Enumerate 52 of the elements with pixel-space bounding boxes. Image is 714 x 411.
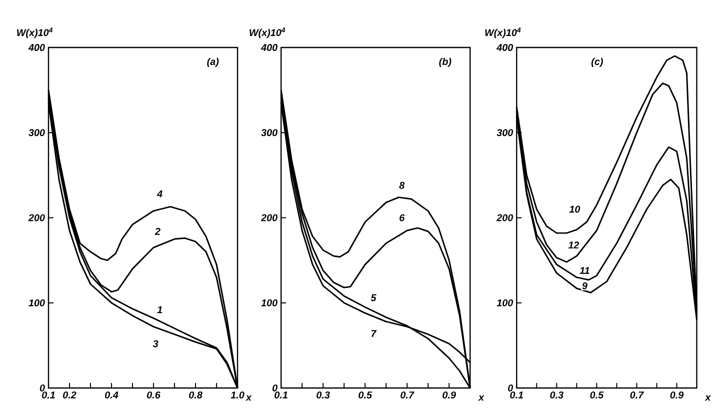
y-axis-title: W(x)10$^{4}$ [17, 28, 53, 38]
y-tick-label: 100 [261, 299, 278, 306]
x-tick-label: 0.8 [189, 392, 202, 399]
y-tick-label: 300 [496, 129, 514, 136]
x-tick-label: 0.3 [550, 392, 564, 399]
x-tick-label: 0.9 [442, 392, 456, 399]
y-axis-title: W(x)10$^{4}$ [250, 28, 286, 38]
y-tick-label: 400 [496, 44, 514, 52]
annotation: 6 [400, 214, 405, 222]
x-tick-label: 0.1 [274, 392, 288, 399]
annotation: 8 [399, 182, 405, 190]
x-tick-label: 0.5 [590, 392, 604, 399]
x-axis-title: x [246, 396, 252, 401]
x-tick-label: 0.3 [316, 392, 330, 399]
text: (b) [439, 58, 452, 68]
x-tick-label: 0.9 [670, 392, 684, 399]
y-tick-label: 400 [260, 44, 278, 52]
y-tick-label: 100 [28, 299, 45, 306]
x-axis-title: x [704, 396, 712, 401]
y-tick-label: 200 [496, 214, 514, 222]
x-tick-label: 0.6 [147, 392, 160, 399]
annotation: 10 [569, 206, 580, 213]
y-tick-label: 400 [28, 44, 45, 52]
annotation: 9 [582, 282, 588, 290]
annotation: 7 [371, 330, 377, 338]
y-tick-label: 200 [260, 214, 278, 222]
x-tick-label: 0.1 [510, 392, 523, 399]
text: (c) [591, 58, 603, 68]
annotation: 11 [580, 267, 590, 274]
text: (a) [207, 58, 219, 68]
y-tick-label: 0 [272, 384, 278, 392]
x-axis-title: x [478, 396, 484, 401]
x-tick-label: 0.4 [105, 392, 118, 399]
x-tick-label: 0.2 [63, 392, 76, 399]
annotation: 3 [152, 340, 158, 348]
x-tick-label: 0.7 [630, 392, 644, 399]
x-tick-label: 1.0 [230, 392, 244, 399]
annotation: 12 [568, 242, 580, 249]
annotation: 1 [157, 306, 162, 314]
x-tick-label: 0.5 [358, 392, 372, 399]
y-tick-label: 0 [508, 384, 514, 392]
annotation: 4 [156, 190, 162, 198]
y-tick-label: 100 [496, 299, 514, 306]
y-tick-label: 300 [28, 129, 45, 136]
y-axis-title: W(x)10$^{4}$ [485, 28, 521, 38]
annotation: 2 [154, 228, 160, 235]
x-tick-label: 0.7 [400, 392, 414, 399]
y-tick-label: 0 [40, 384, 45, 392]
annotation: 5 [370, 294, 376, 302]
x-tick-label: 0.1 [42, 392, 55, 399]
y-tick-label: 200 [28, 214, 45, 222]
y-tick-label: 300 [261, 129, 278, 136]
